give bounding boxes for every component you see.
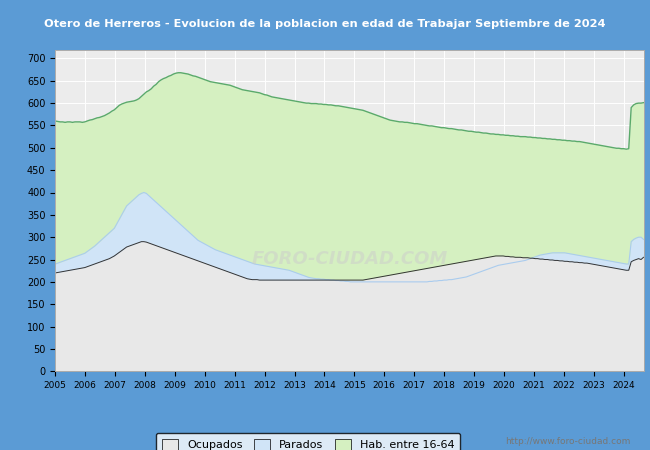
Text: http://www.foro-ciudad.com: http://www.foro-ciudad.com bbox=[505, 436, 630, 446]
Legend: Ocupados, Parados, Hab. entre 16-64: Ocupados, Parados, Hab. entre 16-64 bbox=[156, 433, 460, 450]
Text: Otero de Herreros - Evolucion de la poblacion en edad de Trabajar Septiembre de : Otero de Herreros - Evolucion de la pobl… bbox=[44, 18, 606, 29]
Text: FORO-CIUDAD.COM: FORO-CIUDAD.COM bbox=[252, 250, 447, 268]
